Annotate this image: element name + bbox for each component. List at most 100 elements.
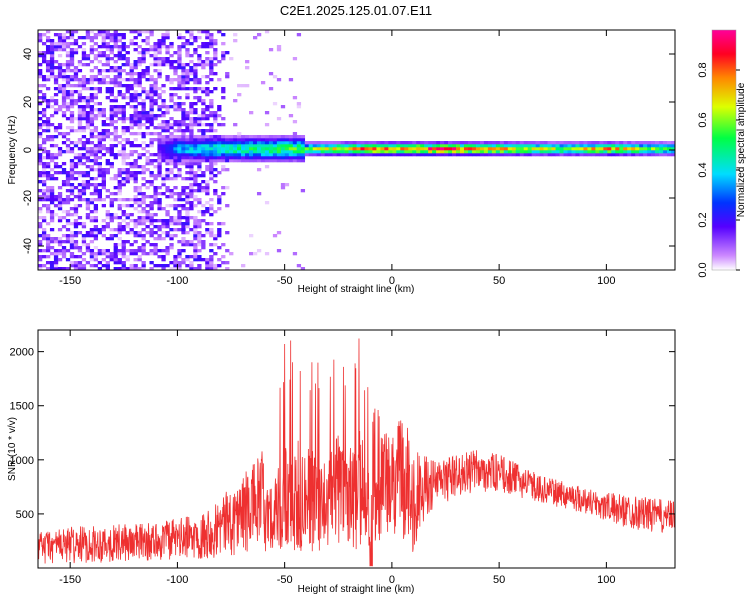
heatmap-cell (181, 129, 186, 133)
heatmap-cell (85, 243, 91, 247)
heatmap-cell (583, 153, 588, 157)
heatmap-cell (388, 141, 393, 145)
heatmap-cell (225, 138, 230, 142)
heatmap-cell (249, 153, 254, 157)
heatmap-cell (507, 144, 513, 148)
heatmap-cell (81, 57, 87, 61)
heatmap-cell (209, 99, 214, 103)
heatmap-cell (45, 153, 51, 157)
heatmap-cell (137, 120, 142, 124)
heatmap-cell (65, 177, 71, 181)
heatmap-cell (85, 78, 91, 82)
heatmap-cell (73, 240, 79, 244)
heatmap-cell (205, 183, 210, 187)
heatmap-cell (328, 147, 333, 151)
heatmap-cell (65, 234, 71, 238)
heatmap-cell (189, 153, 194, 157)
heatmap-cell (57, 240, 63, 244)
heatmap-cell (113, 174, 118, 178)
heatmap-cell (599, 153, 604, 157)
heatmap-cell (125, 177, 130, 181)
heatmap-cell (101, 69, 106, 73)
heatmap-cell (129, 144, 134, 148)
heatmap-cell (647, 141, 652, 145)
heatmap-cell (145, 213, 150, 217)
heatmap-cell (161, 135, 166, 139)
heatmap-cell (61, 93, 67, 97)
heatmap-cell (125, 84, 130, 88)
heatmap-cell (221, 96, 226, 100)
heatmap-cell (41, 57, 47, 61)
heatmap-cell (181, 120, 186, 124)
heatmap-cell (133, 249, 138, 253)
heatmap-cell (149, 267, 154, 271)
heatmap-cell (161, 33, 166, 37)
heatmap-cell (93, 108, 99, 112)
heatmap-cell (161, 177, 166, 181)
heatmap-cell (189, 147, 194, 151)
heatmap-cell (499, 144, 505, 148)
heatmap-cell (340, 144, 345, 148)
heatmap-cell (149, 96, 154, 100)
heatmap-cell (225, 135, 230, 139)
heatmap-cell (97, 114, 102, 118)
heatmap-cell (45, 204, 51, 208)
heatmap-cell (149, 228, 154, 232)
heatmap-cell (332, 147, 337, 151)
heatmap-cell (161, 60, 166, 64)
heatmap-cell (336, 153, 341, 157)
heatmap-cell (81, 42, 87, 46)
heatmap-cell (137, 258, 142, 262)
heatmap-cell (85, 99, 91, 103)
heatmap-cell (193, 72, 198, 76)
heatmap-cell (252, 147, 258, 151)
heatmap-cell (61, 216, 67, 220)
heatmap-cell (631, 147, 636, 151)
heatmap-cell (368, 150, 373, 154)
heatmap-cell (49, 267, 55, 271)
heatmap-cell (153, 153, 158, 157)
heatmap-cell (404, 150, 409, 154)
heatmap-cell (153, 87, 158, 91)
heatmap-cell (121, 162, 126, 166)
heatmap-cell (93, 75, 99, 79)
heatmap-cell (161, 63, 166, 67)
heatmap-cell (551, 144, 556, 148)
heatmap-cell (169, 243, 174, 247)
heatmap-cell (45, 36, 51, 40)
heatmap-cell (57, 195, 63, 199)
heatmap-cell (177, 171, 182, 175)
heatmap-cell (197, 231, 202, 235)
heatmap-cell (65, 51, 71, 55)
heatmap-cell (133, 96, 138, 100)
heatmap-cell (45, 234, 51, 238)
heatmap-cell (45, 243, 51, 247)
heatmap-cell (197, 225, 202, 229)
heatmap-cell (85, 231, 91, 235)
heatmap-cell (177, 36, 182, 40)
heatmap-cell (77, 96, 83, 100)
heatmap-cell (97, 30, 102, 34)
heatmap-cell (252, 141, 258, 145)
heatmap-cell (85, 126, 91, 130)
heatmap-cell (109, 57, 114, 61)
heatmap-cell (225, 261, 230, 265)
heatmap-cell (169, 168, 174, 172)
heatmap-cell (384, 150, 389, 154)
heatmap-cell (49, 174, 55, 178)
heatmap-cell (280, 138, 286, 142)
heatmap-cell (463, 153, 469, 157)
heatmap-cell (101, 30, 106, 34)
heatmap-cell (161, 141, 166, 145)
x-tick-label: -150 (59, 275, 81, 287)
heatmap-cell (38, 255, 43, 259)
heatmap-cell (121, 54, 126, 58)
heatmap-cell (201, 75, 206, 79)
heatmap-cell (38, 267, 43, 271)
heatmap-cell (627, 150, 632, 154)
heatmap-cell (97, 249, 102, 253)
heatmap-cell (515, 153, 521, 157)
heatmap-cell (193, 258, 198, 262)
heatmap-cell (117, 108, 122, 112)
